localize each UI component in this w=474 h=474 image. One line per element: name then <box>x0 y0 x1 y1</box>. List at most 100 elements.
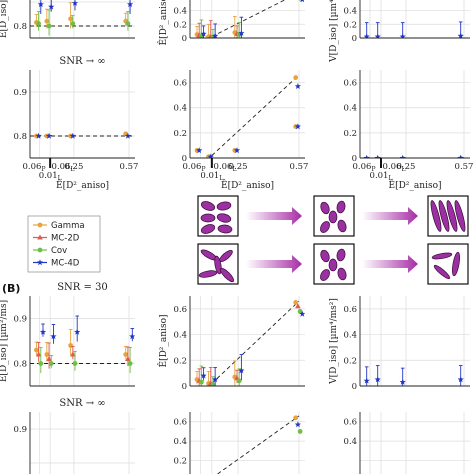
x-tick-subscript: L <box>219 175 223 182</box>
aligned-ellipses-icon <box>427 195 469 237</box>
legend-marker <box>37 222 43 228</box>
data-point <box>36 21 41 26</box>
cell-shape <box>320 249 330 263</box>
y-axis-label: V[D_iso] [µm⁴/ms²] <box>329 0 339 63</box>
chart-title: SNR = 30 <box>57 282 108 293</box>
x-tick-label: 0.57 <box>120 162 139 172</box>
data-point <box>72 361 78 366</box>
data-point <box>374 154 381 158</box>
y-tick-label: 0.6 <box>173 79 187 89</box>
x-tick-label: 0.06P <box>353 162 376 173</box>
y-tick-label: 0.2 <box>343 20 357 30</box>
data-point <box>127 1 134 8</box>
data-point <box>74 328 81 335</box>
y-axis-label: V[D_iso] [µm⁴/ms²] <box>329 298 339 385</box>
y-tick-label: 0.2 <box>343 356 357 366</box>
chart-b-snr30-v: 0 0.2 0.4 0.6 V[D_iso] [µm⁴/ms²] <box>329 296 470 392</box>
data-point <box>68 343 73 348</box>
data-point <box>399 154 406 158</box>
y-tick-label: 0.6 <box>343 418 357 428</box>
y-tick-label: 0.6 <box>343 79 357 89</box>
y-tick-label: 0.2 <box>173 356 187 366</box>
y-tick-label: 0 <box>352 34 357 44</box>
arrow-shape <box>246 207 302 225</box>
y-tick-label: 0.2 <box>173 129 187 139</box>
plot-area <box>30 296 135 386</box>
schematic <box>197 195 469 285</box>
data-point <box>45 132 53 139</box>
data-point <box>238 29 245 36</box>
data-point <box>46 356 52 361</box>
data-point <box>125 356 131 361</box>
cell-shape <box>430 200 442 232</box>
panel-b-label: (B) <box>2 282 20 295</box>
data-point <box>35 132 42 139</box>
cell-shape <box>200 224 216 234</box>
isotropic-ellipses-icon <box>197 195 239 237</box>
data-point <box>129 333 135 340</box>
y-tick-label: 0.6 <box>173 418 187 428</box>
y-tick-label: 0.9 <box>13 425 27 435</box>
y-tick-label: 0.8 <box>13 22 27 32</box>
plot-area <box>190 296 305 386</box>
y-axis-label: E[D_iso] [µm²/ms] <box>0 300 9 382</box>
cell-shape <box>336 248 346 262</box>
cell-shape <box>219 267 235 283</box>
plot-area <box>360 70 470 158</box>
data-point <box>71 0 79 6</box>
data-point <box>363 377 370 384</box>
plot-area <box>360 0 470 38</box>
data-point <box>207 153 214 158</box>
data-point <box>199 379 204 385</box>
cell-shape <box>454 200 466 232</box>
chart-a-snr30-ed2: 0 0.2 0.4 Ê[D²_aniso] <box>157 0 305 46</box>
data-point <box>293 75 299 80</box>
data-point <box>374 33 381 38</box>
cell-shape <box>337 267 347 281</box>
x-tick-subscript: L <box>58 175 62 182</box>
data-point <box>294 83 301 89</box>
data-point <box>34 347 39 353</box>
data-point <box>294 123 301 130</box>
cell-shape <box>216 201 232 211</box>
arrow-icon <box>246 255 302 273</box>
data-point <box>212 32 219 38</box>
y-tick-label: 0 <box>182 34 187 44</box>
chart-b-snr30-ed2: 0 0.2 0.4 0.6 Ê[D²_aniso] <box>157 296 305 392</box>
data-point <box>123 352 129 357</box>
y-tick-label: 0.8 <box>13 132 27 142</box>
x-tick-label: 0.25 <box>397 162 416 172</box>
x-tick-label: 0.06L <box>383 162 406 173</box>
arrow-shape <box>362 207 418 225</box>
y-tick-label: 0.2 <box>343 129 357 139</box>
x-tick-subscript: P <box>41 166 45 173</box>
data-point <box>233 147 241 154</box>
identity-line <box>211 74 300 156</box>
chart-b-snrinf-ed2: 0.2 0.4 0.6 <box>173 412 305 474</box>
cell-shape <box>328 210 338 224</box>
y-tick-label: 0 <box>352 154 357 164</box>
data-point <box>48 3 55 10</box>
data-point <box>70 351 76 357</box>
data-point <box>238 367 245 374</box>
data-point <box>69 132 76 139</box>
y-tick-label: 0.2 <box>173 457 187 467</box>
cell-shape <box>217 224 233 234</box>
data-point <box>399 33 406 38</box>
data-point <box>457 154 464 158</box>
x-tick-label: 0.57 <box>290 162 309 172</box>
x-axis-label: Ê[D²_aniso] <box>221 179 274 191</box>
y-axis-label: Ê[D²_aniso] <box>157 0 169 46</box>
data-point <box>44 18 50 24</box>
arrow-icon <box>246 207 302 225</box>
y-tick-label: 0.4 <box>173 331 187 341</box>
x-tick-label: 0.06L <box>52 162 75 173</box>
chart-a-snr30-e: 0.8 E[D_iso] <box>0 0 135 39</box>
cell-shape <box>336 200 346 214</box>
data-point <box>297 429 303 434</box>
x-tick-label: 0.06L <box>214 162 237 173</box>
x-tick-subscript: P <box>201 166 205 173</box>
